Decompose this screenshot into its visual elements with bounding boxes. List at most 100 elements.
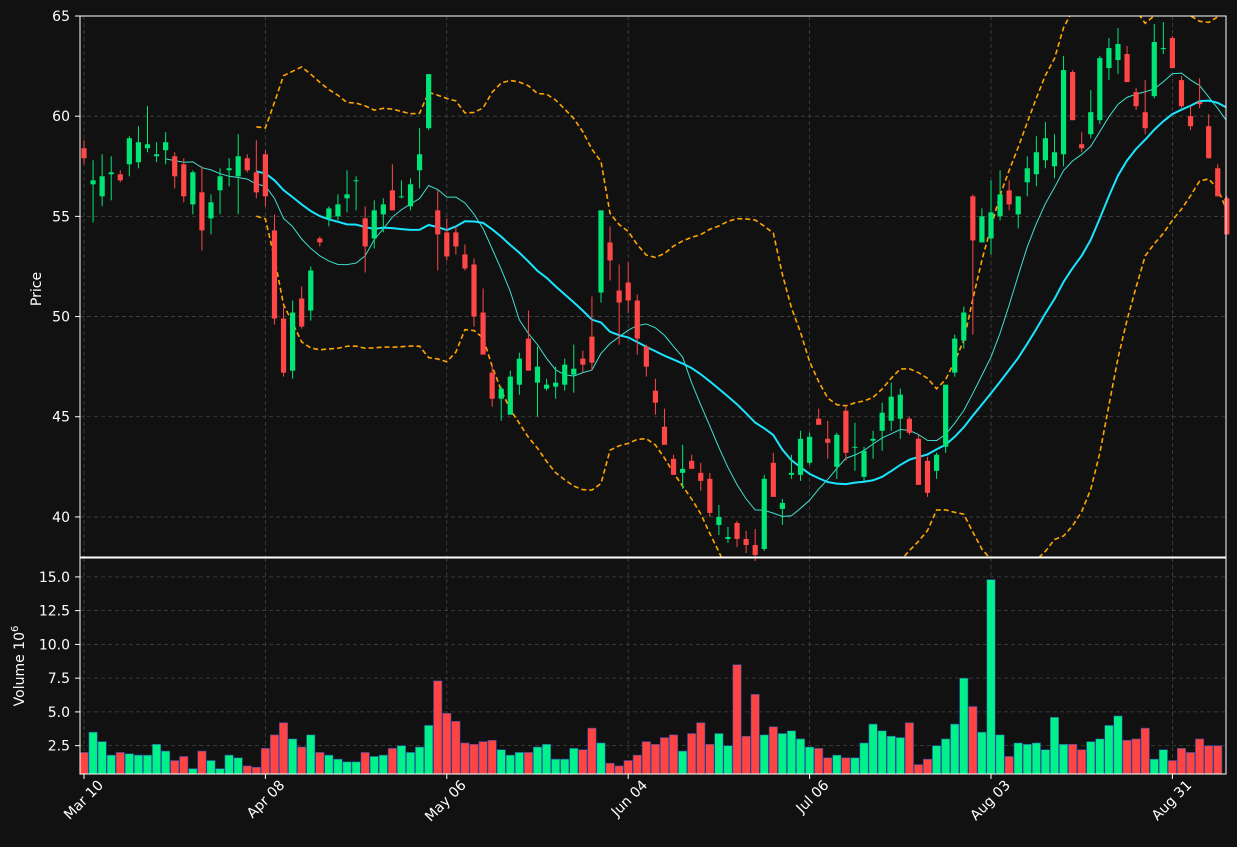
volume-bar [532,746,542,775]
candle [290,300,296,379]
candle-body [906,418,912,433]
candle-body [943,384,949,447]
volume-bar [269,734,279,775]
candle-body [426,74,432,129]
volume-bar [260,748,270,775]
candle-body [562,364,568,385]
candle [335,194,341,221]
candle-body [888,396,894,421]
candle [453,226,459,255]
candle-body [1097,58,1103,121]
candle-body [807,436,813,463]
candle [816,408,822,425]
candle [571,344,577,393]
candle-body [308,270,314,311]
volume-bar [777,733,787,775]
candle [752,528,758,562]
candle [344,170,350,213]
candle-body [1106,48,1112,69]
candle [807,432,813,465]
volume-bar [669,734,679,775]
candle [371,200,377,249]
volume-bar [224,754,234,775]
candle [589,296,595,371]
candle-body [933,454,940,471]
candle-body [217,176,223,191]
candle [489,364,495,407]
candle [970,194,976,335]
candle-body [698,472,704,481]
volume-bar [542,743,552,775]
price-panel-frame [79,15,1227,558]
candle-body [534,366,541,383]
volume-bar [732,664,742,775]
volume-bar [841,757,851,775]
candle [797,430,804,481]
volume-bar [197,750,207,775]
candle-body [716,516,722,525]
volume-bar [133,754,143,775]
volume-bar [614,765,624,775]
volume-bar [179,756,189,775]
candle [961,306,967,349]
candle [81,140,87,165]
candle-body [299,298,305,327]
candle [897,388,903,439]
candle [598,210,604,303]
candle-body [571,368,577,375]
volume-bar [415,746,425,775]
volume-bar [1104,725,1114,775]
candle-body [353,180,359,182]
volume-bar [705,743,715,775]
volume-bar [487,739,497,775]
candle-body [580,358,586,365]
volume-bar [1068,743,1078,775]
volume-bar [451,721,461,775]
candle [643,344,649,377]
candle [117,170,123,183]
volume-bar [152,743,162,775]
candle-body [1142,112,1148,129]
candle [1151,24,1157,99]
volume-bar [569,748,579,775]
candle-body [280,318,287,373]
volume-bar [1095,738,1105,775]
candle [670,454,677,475]
candle [507,370,513,415]
candle [1088,90,1094,139]
candle-body [598,210,604,293]
candle [217,168,223,215]
volume-axis-ticks: 2.5 5.0 7.5 10.0 12.5 15.0 [39,570,80,755]
candle [426,74,432,131]
candle [652,378,659,415]
volume-bar [306,734,316,775]
bollinger-bands [256,16,1226,557]
volume-bar [188,768,198,775]
candle-body [1006,190,1012,205]
volume-bar [959,677,969,775]
candle [1024,156,1030,197]
candle [444,218,450,261]
candlesticks [81,22,1230,562]
candle-body [1178,80,1185,107]
candle-body [961,312,967,341]
candle [634,294,640,355]
candle [779,498,785,525]
volume-bar [913,764,923,775]
candle-body [634,300,640,339]
candle [743,530,749,553]
volume-bar [1040,749,1050,775]
volume-bar [1122,739,1132,775]
volume-bar [977,731,987,775]
candle-body [507,376,513,415]
candle [761,474,767,551]
volume-bar [1131,738,1141,775]
candle-body [480,312,486,355]
volume-bar [342,761,352,775]
candle [861,446,867,481]
candle-body [1224,198,1230,235]
volume-bar [968,706,978,775]
price-panel-background [80,16,1226,557]
candle [788,454,795,479]
candle-body [779,502,785,509]
